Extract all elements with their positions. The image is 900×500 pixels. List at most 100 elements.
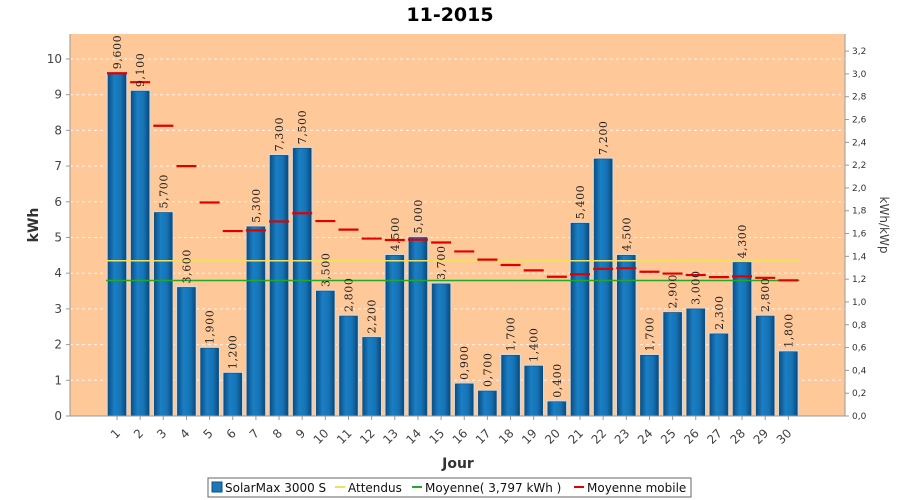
bar-value-label: 2,200: [366, 299, 379, 334]
x-tick-label: 5: [200, 426, 215, 441]
y-tick-label: 3: [54, 302, 62, 316]
x-tick-label: 29: [751, 426, 772, 447]
x-tick-label: 12: [357, 426, 378, 447]
legend-label-bars: SolarMax 3000 S: [225, 481, 326, 495]
bar: [616, 255, 636, 417]
x-tick-label: 30: [774, 426, 795, 447]
bar: [686, 308, 706, 417]
x-tick-label: 9: [293, 426, 308, 441]
bar-value-label: 2,800: [343, 278, 356, 313]
bar: [454, 383, 474, 417]
bar: [130, 90, 150, 417]
reference-lines: [106, 259, 800, 282]
bar: [316, 290, 335, 417]
y-tick-label: 4: [54, 266, 62, 280]
y-tick-label: 1: [54, 373, 62, 387]
bar: [501, 355, 520, 417]
x-tick-label: 25: [658, 426, 679, 447]
x-tick-label: 8: [270, 426, 285, 441]
y2-tick-label: 0,2: [852, 389, 866, 399]
bar: [431, 283, 451, 417]
bar: [200, 347, 219, 417]
y2-tick-label: 2,0: [852, 184, 867, 194]
bar-value-label: 0,900: [458, 345, 471, 380]
bar: [177, 287, 196, 417]
y-tick-label: 2: [54, 338, 62, 352]
bar-value-label: 0,400: [551, 363, 564, 398]
y2-tick-label: 3,2: [852, 47, 866, 57]
y2-tick-label: 0,0: [852, 412, 867, 422]
bar-value-label: 1,900: [204, 310, 217, 345]
y-axis-left: 0 1 2 3 4 5 6 7 8 9 10: [47, 52, 70, 423]
bar: [524, 365, 544, 417]
bar-value-label: 5,400: [574, 185, 587, 220]
bar: [339, 315, 358, 417]
bar-value-label: 5,300: [250, 188, 263, 223]
x-tick-label: 11: [334, 426, 355, 447]
x-tick-label: 23: [612, 426, 633, 447]
bar: [570, 222, 590, 417]
y2-tick-label: 0,8: [852, 321, 867, 331]
x-tick-label: 2: [131, 426, 146, 441]
y2-tick-label: 1,4: [852, 252, 867, 262]
x-tick-label: 20: [542, 426, 563, 447]
y2-tick-label: 0,4: [852, 366, 867, 376]
bar-value-label: 4,300: [736, 224, 749, 259]
bar-value-label: 5,000: [412, 199, 425, 234]
bar: [547, 401, 567, 417]
bar-value-label: 2,900: [667, 274, 680, 309]
bar-value-label: 4,500: [620, 217, 633, 252]
bar: [385, 255, 405, 417]
bar-value-label: 1,700: [505, 317, 518, 352]
y2-tick-label: 2,8: [852, 93, 867, 103]
bar-value-label: 1,200: [227, 335, 240, 370]
x-tick-label: 6: [224, 426, 239, 441]
y-axis-right: 0,0 0,2 0,4 0,6 0,8 1,0 1,2 1,4 1,6 1,8 2,0 2,2 2,4 2…: [845, 47, 867, 422]
x-tick-label: 16: [450, 426, 471, 447]
bar: [663, 312, 682, 417]
bar: [779, 351, 798, 417]
bar: [154, 212, 173, 417]
bar-value-label: 4,500: [389, 217, 402, 252]
y-tick-label: 9: [54, 88, 62, 102]
y2-tick-label: 2,6: [852, 116, 867, 126]
bar-value-label: 7,500: [296, 110, 309, 145]
legend-swatch-bars: [211, 481, 223, 493]
x-tick-label: 19: [519, 426, 540, 447]
bar: [640, 355, 659, 417]
legend-box: [207, 477, 692, 498]
bar: [223, 372, 243, 417]
x-tick-label: 28: [727, 426, 748, 447]
x-tick-label: 26: [681, 426, 702, 447]
x-tick-label: 3: [154, 426, 169, 441]
bar-value-label: 3,700: [435, 245, 448, 280]
bar-value-label: 1,800: [782, 313, 795, 348]
bar-value-label: 1,400: [528, 328, 541, 363]
x-tick-label: 4: [177, 426, 192, 441]
legend-label-moving-average: Moyenne mobile: [587, 481, 686, 495]
y-tick-label: 5: [54, 230, 62, 244]
bar: [478, 390, 497, 417]
legend: SolarMax 3000 S Attendus Moyenne( 3,797 …: [207, 477, 692, 498]
y-tick-label: 0: [54, 409, 62, 423]
y-tick-label: 10: [47, 52, 62, 66]
data-label-layer: 9,600 9,100 5,700 3,600 1,900 1,200 5,300 7,300…: [111, 35, 795, 398]
bar-value-label: 1,700: [643, 317, 656, 352]
y2-tick-label: 1,6: [852, 230, 867, 240]
bar-value-label: 3,500: [319, 253, 332, 288]
bar: [362, 337, 381, 417]
y2-tick-label: 1,8: [852, 207, 867, 217]
bar: [107, 72, 127, 417]
bar: [732, 262, 752, 417]
y2-tick-label: 2,4: [852, 138, 867, 148]
x-tick-label: 18: [496, 426, 517, 447]
x-tick-label: 27: [704, 426, 725, 447]
legend-label-expected: Attendus: [348, 481, 402, 495]
x-tick-label: 1: [108, 426, 123, 441]
x-tick-label: 14: [403, 426, 424, 447]
y-tick-label: 6: [54, 195, 62, 209]
x-tick-label: 10: [311, 426, 332, 447]
bar-value-label: 7,300: [273, 117, 286, 152]
y2-tick-label: 1,2: [852, 275, 866, 285]
